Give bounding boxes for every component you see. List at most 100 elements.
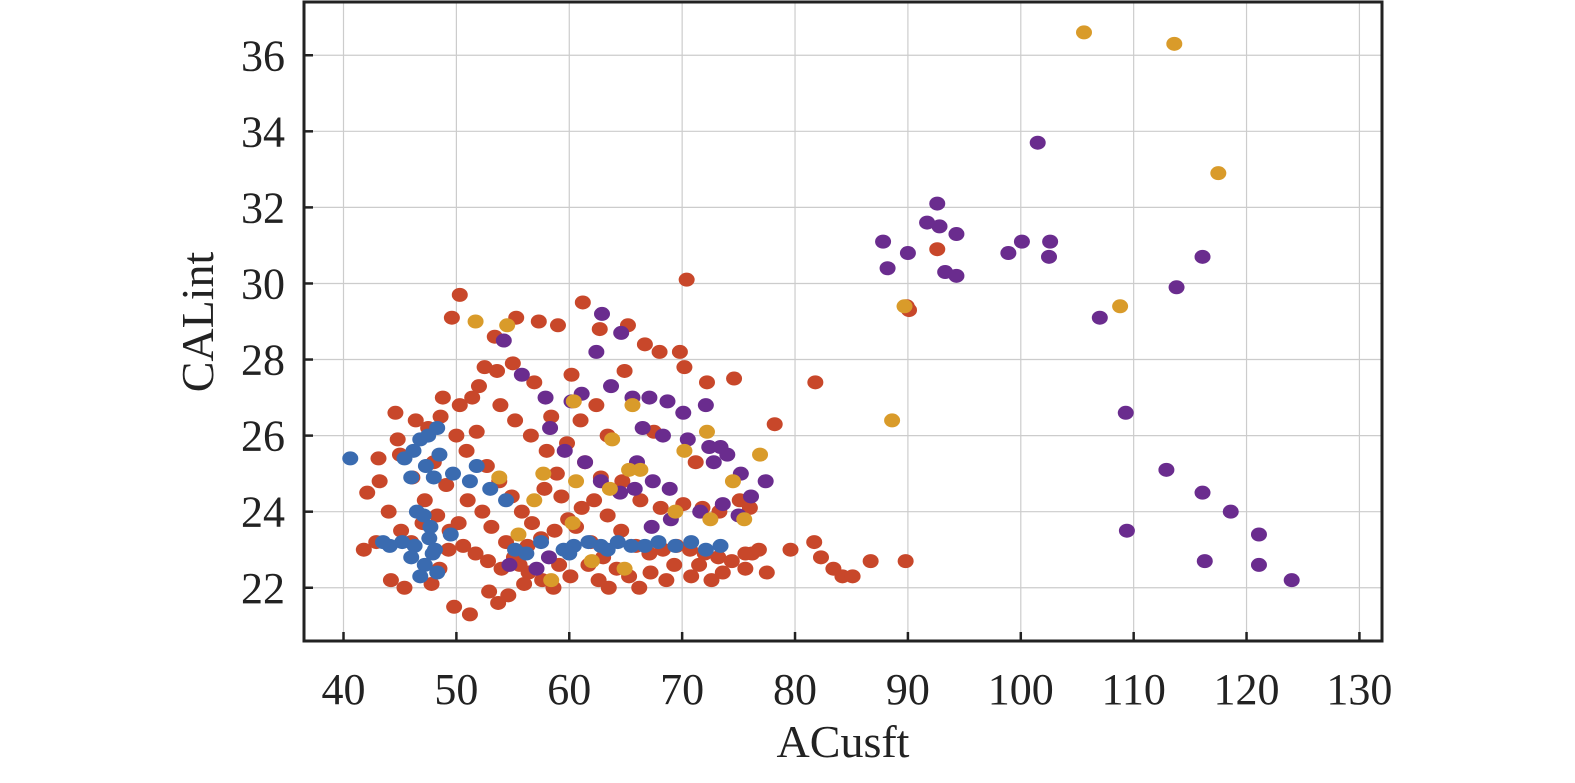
series-3 xyxy=(342,421,729,584)
data-point xyxy=(464,390,481,405)
data-point xyxy=(1166,36,1183,51)
data-point xyxy=(697,398,714,413)
data-point xyxy=(535,466,552,481)
data-point xyxy=(580,535,597,550)
data-point xyxy=(661,481,678,496)
data-point xyxy=(1250,527,1267,542)
data-point xyxy=(573,500,590,515)
data-point xyxy=(651,344,668,359)
data-point xyxy=(626,481,643,496)
data-point xyxy=(513,367,530,382)
data-point xyxy=(577,455,594,470)
data-point xyxy=(736,512,753,527)
data-point xyxy=(1112,299,1129,314)
data-point xyxy=(370,451,387,466)
data-point xyxy=(405,443,422,458)
data-point xyxy=(371,474,388,489)
data-point xyxy=(621,462,638,477)
data-point xyxy=(568,474,585,489)
data-point xyxy=(683,535,700,550)
data-point xyxy=(394,535,411,550)
data-point xyxy=(432,409,449,424)
data-point xyxy=(461,607,478,622)
data-point xyxy=(417,459,434,474)
data-point xyxy=(533,535,550,550)
data-point xyxy=(757,474,774,489)
data-point xyxy=(421,531,438,546)
data-point xyxy=(572,413,589,428)
data-point xyxy=(543,573,560,588)
data-point xyxy=(599,542,616,557)
data-points xyxy=(342,25,1300,622)
data-point xyxy=(1158,462,1175,477)
data-point xyxy=(450,516,467,531)
data-point xyxy=(658,573,675,588)
data-point xyxy=(641,390,658,405)
data-point xyxy=(931,219,948,234)
data-point xyxy=(548,466,565,481)
data-point xyxy=(438,478,455,493)
data-point xyxy=(591,322,608,337)
data-point xyxy=(697,542,714,557)
data-point xyxy=(616,363,633,378)
data-point xyxy=(426,542,443,557)
data-point xyxy=(415,508,432,523)
data-point xyxy=(752,447,769,462)
data-point xyxy=(623,538,640,553)
data-point xyxy=(468,424,485,439)
data-point xyxy=(896,299,913,314)
data-point xyxy=(702,512,719,527)
data-point xyxy=(654,428,671,443)
data-point xyxy=(719,447,736,462)
data-point xyxy=(442,527,459,542)
y-axis-title: CALint xyxy=(172,252,223,393)
data-point xyxy=(431,447,448,462)
x-axis-title: ACusft xyxy=(777,716,910,767)
data-point xyxy=(470,379,487,394)
data-point xyxy=(556,443,573,458)
data-point xyxy=(632,493,649,508)
data-point xyxy=(393,523,410,538)
data-point xyxy=(489,363,506,378)
data-point xyxy=(683,569,700,584)
data-point xyxy=(561,546,578,561)
data-point xyxy=(1283,573,1300,588)
data-point xyxy=(425,470,442,485)
data-point xyxy=(518,546,535,561)
data-point xyxy=(564,516,581,531)
data-point xyxy=(897,554,914,569)
data-point xyxy=(636,538,653,553)
data-point xyxy=(884,413,901,428)
data-point xyxy=(448,428,465,443)
data-point xyxy=(590,573,607,588)
data-point xyxy=(604,432,621,447)
data-point xyxy=(546,523,563,538)
x-tick-label: 90 xyxy=(886,665,930,714)
data-point xyxy=(406,538,423,553)
data-point xyxy=(844,569,861,584)
data-point xyxy=(588,398,605,413)
data-point xyxy=(807,375,824,390)
data-point xyxy=(1118,523,1135,538)
data-point xyxy=(412,569,429,584)
data-point xyxy=(440,542,457,557)
data-point xyxy=(479,554,496,569)
data-point xyxy=(423,576,440,591)
data-point xyxy=(507,413,524,428)
ticks: 40 50 60 70 80 90 100 110 120 130 22 24 26 28 30 32 34 36 xyxy=(241,31,1392,714)
data-point xyxy=(510,527,527,542)
data-point xyxy=(1042,234,1059,249)
data-point xyxy=(537,390,554,405)
series-1 xyxy=(495,135,1300,588)
data-point xyxy=(737,561,754,576)
data-point xyxy=(741,500,758,515)
y-tick-label: 32 xyxy=(241,183,285,232)
data-point xyxy=(528,561,545,576)
data-point xyxy=(355,542,372,557)
data-point xyxy=(500,588,517,603)
data-point xyxy=(666,557,683,572)
data-point xyxy=(862,554,879,569)
x-tick-label: 120 xyxy=(1214,665,1280,714)
data-point xyxy=(563,367,580,382)
